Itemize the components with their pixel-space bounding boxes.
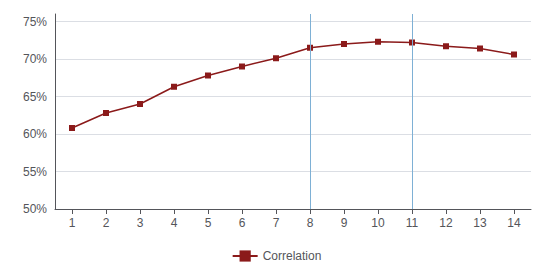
svg-text:55%: 55% — [23, 165, 47, 179]
svg-text:4: 4 — [171, 216, 178, 230]
svg-text:70%: 70% — [23, 52, 47, 66]
svg-text:1: 1 — [69, 216, 76, 230]
svg-text:75%: 75% — [23, 15, 47, 29]
svg-text:13: 13 — [473, 216, 487, 230]
svg-text:8: 8 — [307, 216, 314, 230]
svg-text:5: 5 — [205, 216, 212, 230]
svg-text:65%: 65% — [23, 90, 47, 104]
svg-text:6: 6 — [239, 216, 246, 230]
svg-text:14: 14 — [507, 216, 521, 230]
svg-text:7: 7 — [273, 216, 280, 230]
svg-text:3: 3 — [137, 216, 144, 230]
svg-text:2: 2 — [103, 216, 110, 230]
svg-text:10: 10 — [371, 216, 385, 230]
svg-text:12: 12 — [439, 216, 453, 230]
svg-text:60%: 60% — [23, 127, 47, 141]
svg-text:9: 9 — [341, 216, 348, 230]
svg-text:11: 11 — [406, 216, 419, 230]
svg-text:Correlation: Correlation — [263, 249, 322, 263]
svg-text:50%: 50% — [23, 202, 47, 216]
